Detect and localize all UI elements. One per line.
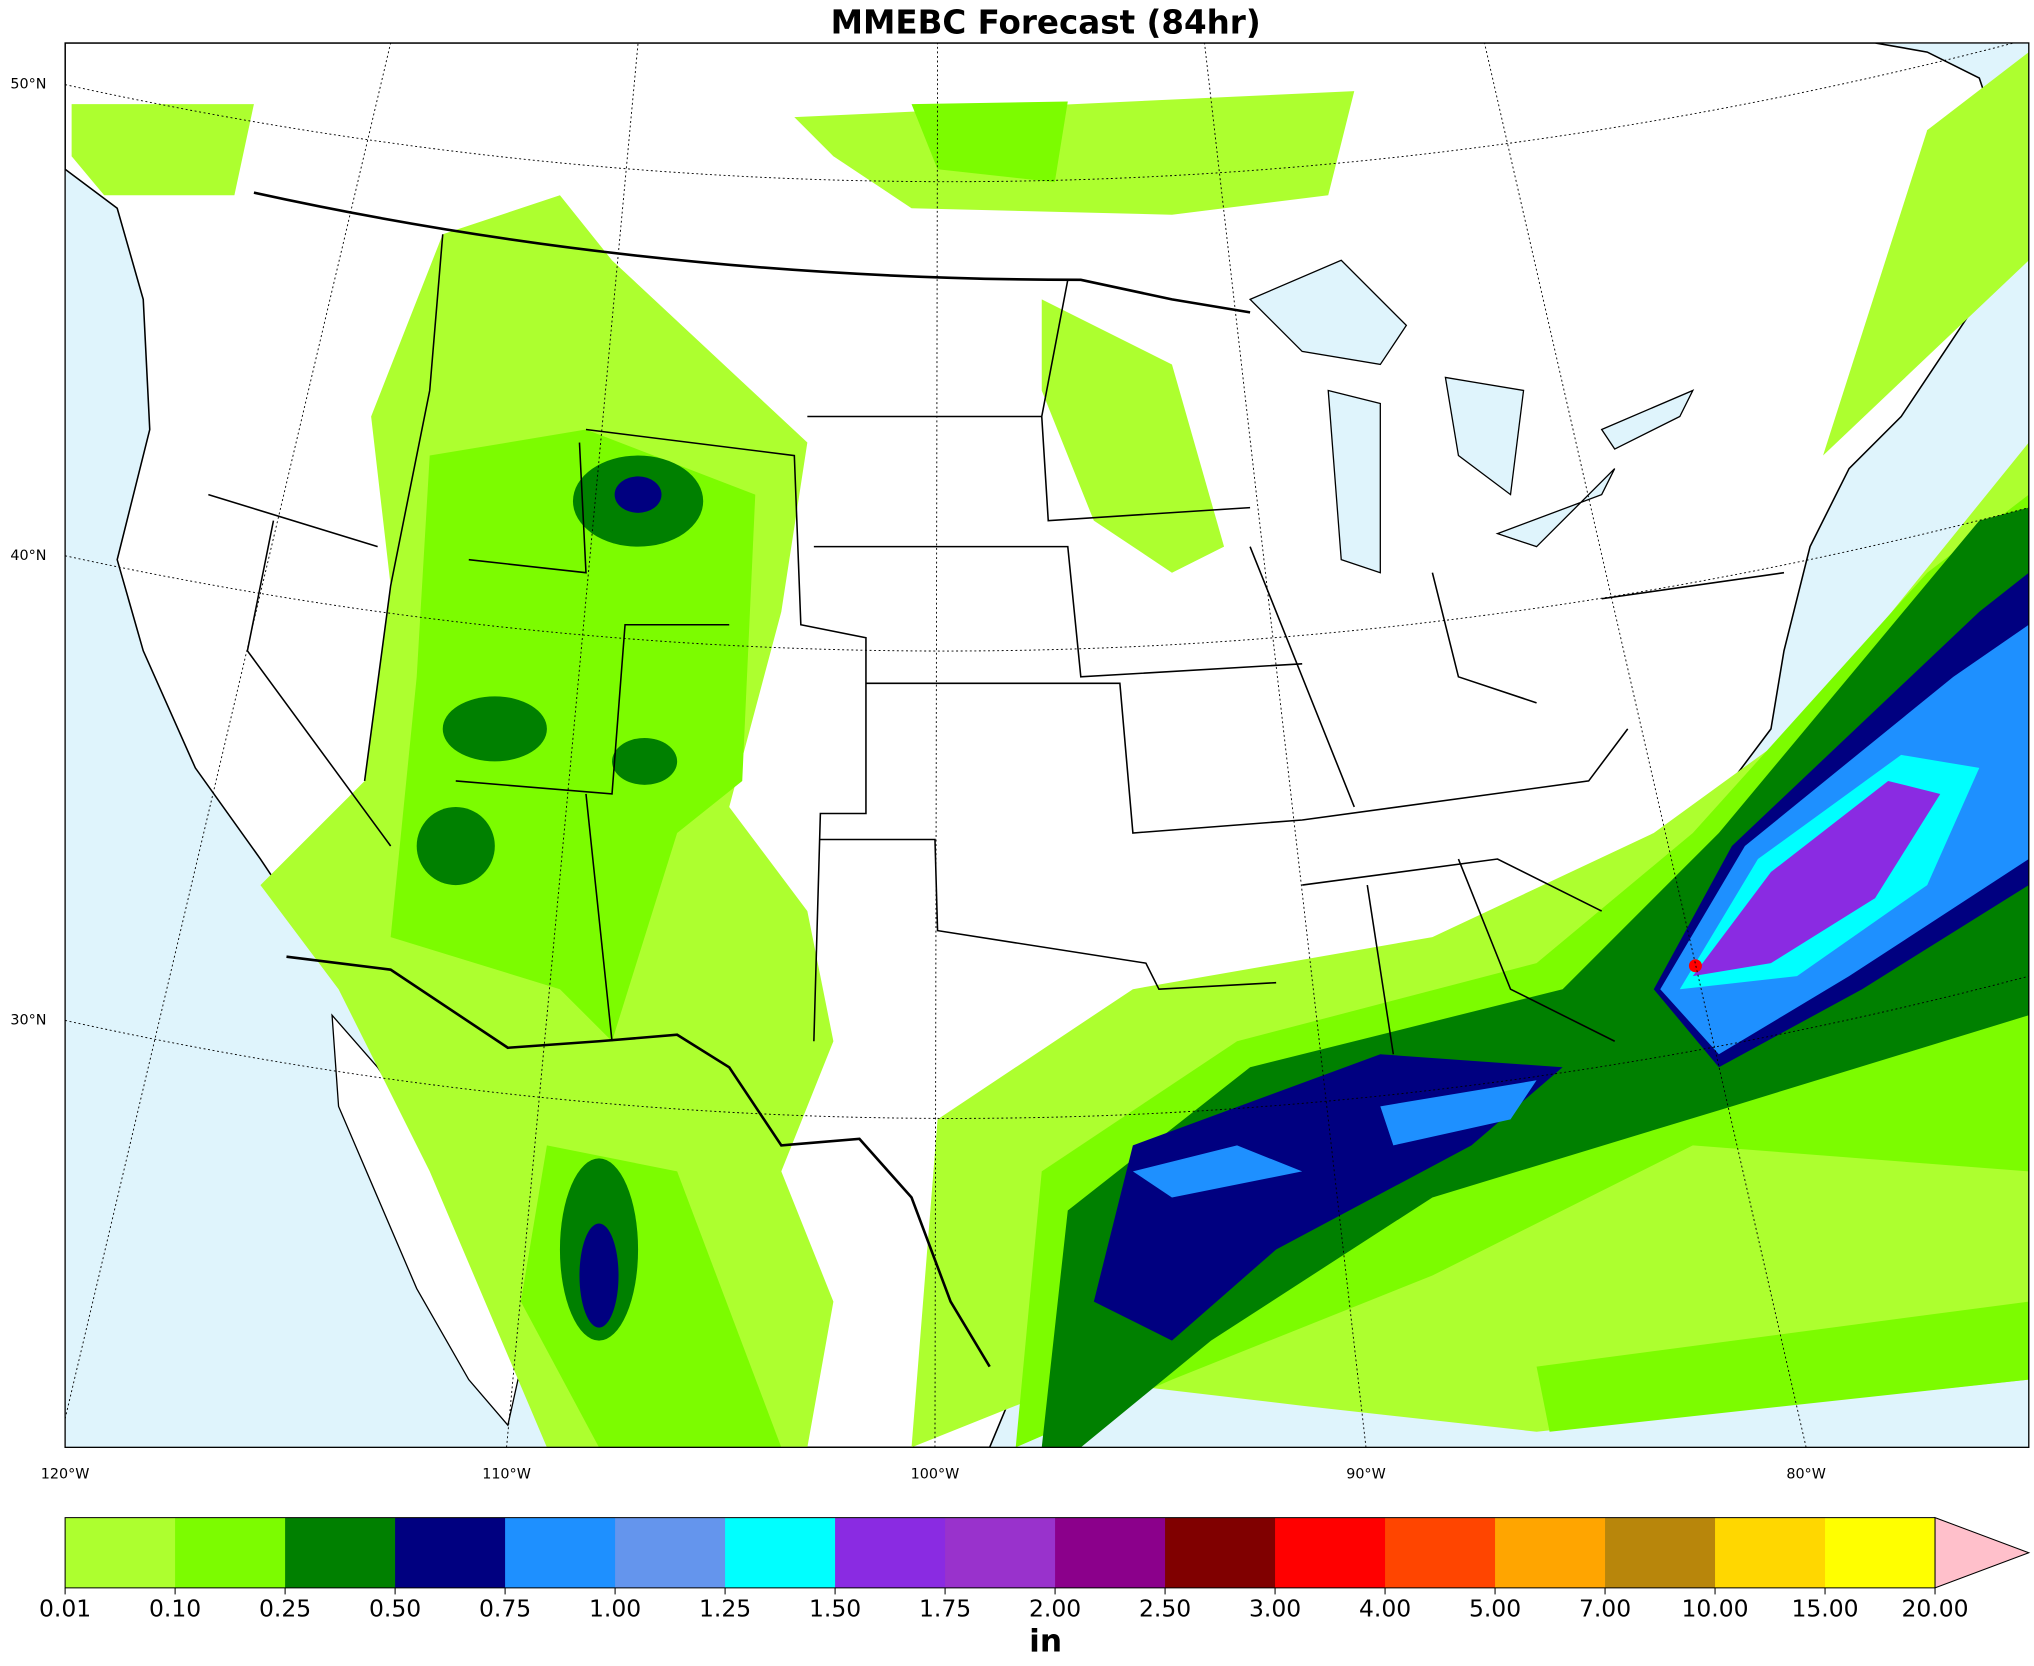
- graticule-line: [65, 42, 392, 1419]
- colorbar-tick-label: 15.00: [1791, 1595, 1858, 1623]
- colorbar-segment: [65, 1517, 176, 1588]
- colorbar-tick-label: 4.00: [1359, 1595, 1411, 1623]
- colorbar-segment: [945, 1517, 1056, 1588]
- colorbar-segment: [285, 1517, 396, 1588]
- colorbar-segment: [615, 1517, 726, 1588]
- colorbar-segment: [1825, 1517, 1936, 1588]
- great-lakes: [1248, 259, 1695, 574]
- colorbar-tick-label: 0.75: [479, 1595, 531, 1623]
- lon-label: 80°W: [1786, 1467, 1826, 1483]
- lat-label: 40°N: [10, 548, 46, 564]
- colorbar-tick-label: 5.00: [1469, 1595, 1521, 1623]
- colorbar-tick-label: 1.50: [809, 1595, 861, 1623]
- map-frame: [64, 42, 2030, 1448]
- colorbar-unit: in: [1029, 1624, 1062, 1660]
- colorbar: 0.01 0.10 0.25 0.50 0.75 1.00 1.25 1.50 1.75 2.00…: [39, 1516, 2031, 1623]
- graticule-line: [65, 507, 2029, 652]
- borders: [208, 191, 1785, 1368]
- lat-label: 30°N: [10, 1012, 46, 1028]
- colorbar-segment: [835, 1517, 946, 1588]
- precip-area: [390, 429, 756, 1042]
- graticule: [65, 42, 2029, 1448]
- title: MMEBC Forecast (84hr): [831, 4, 1261, 42]
- precip-area: [442, 696, 547, 762]
- colorbar-tick-label: 1.25: [699, 1595, 751, 1623]
- graticule-line: [1204, 42, 1367, 1448]
- precip-area: [1823, 52, 2029, 456]
- colorbar-tick-label: 3.00: [1249, 1595, 1301, 1623]
- colorbar-segment: [1605, 1517, 1716, 1588]
- colorbar-tick-label: 0.01: [39, 1595, 91, 1623]
- precip-area: [416, 806, 495, 886]
- precip-area: [1692, 780, 1941, 977]
- precip-area: [614, 476, 662, 513]
- axis-labels: 50°N 40°N 30°N 120°W 110°W 100°W 90°W 80°W: [10, 77, 1825, 1483]
- colorbar-extend: [1934, 1516, 2031, 1589]
- colorbar-segment: [1385, 1517, 1496, 1588]
- precip-area: [1041, 299, 1225, 573]
- country-border: [253, 191, 1251, 314]
- graticule-line: [65, 975, 2029, 1119]
- colorbar-tick-label: 0.50: [369, 1595, 421, 1623]
- colorbar-tick-label: 1.00: [589, 1595, 641, 1623]
- colorbar-tick-label: 20.00: [1901, 1595, 1968, 1623]
- colorbar-tick-label: 10.00: [1682, 1595, 1749, 1623]
- colorbar-tick-label: 7.00: [1579, 1595, 1631, 1623]
- colorbar-segment: [1275, 1517, 1386, 1588]
- lon-label: 90°W: [1346, 1467, 1386, 1483]
- precip: [71, 52, 2029, 1448]
- colorbar-tick-label: 1.75: [919, 1595, 971, 1623]
- colorbar-outline: [64, 1517, 1936, 1589]
- colorbar-segment: [725, 1517, 836, 1588]
- colorbar-tick-label: 2.50: [1139, 1595, 1191, 1623]
- colorbar-segment: [1715, 1517, 1826, 1588]
- colorbar-segment: [395, 1517, 506, 1588]
- graticule-line: [1484, 42, 1807, 1448]
- colorbar-segment: [505, 1517, 616, 1588]
- graticule-line: [506, 42, 639, 1448]
- precip-area: [911, 101, 1068, 183]
- precip-area: [1132, 1080, 1537, 1198]
- colorbar-tick-label: 0.25: [259, 1595, 311, 1623]
- colorbar-segment: [1165, 1517, 1276, 1588]
- lon-label: 100°W: [911, 1467, 960, 1483]
- colorbar-segment: [1495, 1517, 1606, 1588]
- lon-label: 110°W: [482, 1467, 531, 1483]
- colorbar-tick-label: 0.10: [149, 1595, 201, 1623]
- precip-area: [612, 737, 678, 785]
- precip-area: [579, 1223, 619, 1328]
- lon-label: 120°W: [41, 1467, 90, 1483]
- precip-area: [71, 104, 254, 196]
- colorbar-segment: [1055, 1517, 1166, 1588]
- graticule-line: [934, 42, 939, 1448]
- graticule-line: [65, 42, 2016, 183]
- precip-area: [1688, 959, 1702, 973]
- country-border: [286, 955, 991, 1368]
- colorbar-tick-label: 2.00: [1029, 1595, 1081, 1623]
- map: [65, 42, 2029, 1448]
- lat-label: 50°N: [10, 77, 46, 93]
- colorbar-segment: [175, 1517, 286, 1588]
- precip-area: [1536, 1301, 2029, 1432]
